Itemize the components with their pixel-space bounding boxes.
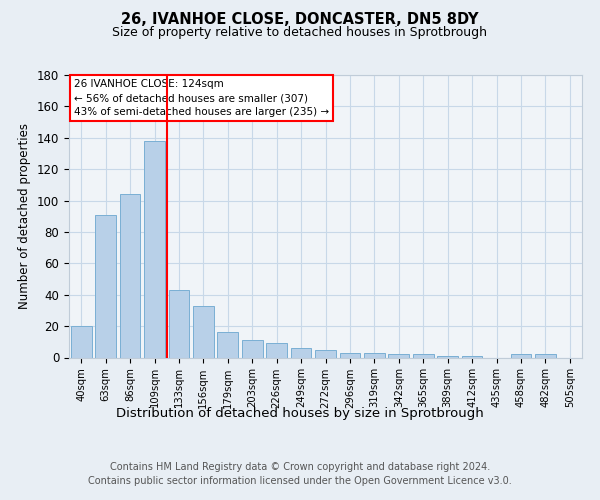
Bar (242, 340, 263, 357)
Text: 26, IVANHOE CLOSE, DONCASTER, DN5 8DY: 26, IVANHOE CLOSE, DONCASTER, DN5 8DY (121, 12, 479, 28)
Bar (340, 353, 361, 358)
Bar (535, 354, 556, 358)
Text: Contains HM Land Registry data © Crown copyright and database right 2024.: Contains HM Land Registry data © Crown c… (110, 462, 490, 472)
Bar (217, 332, 238, 357)
Text: 26 IVANHOE CLOSE: 124sqm
← 56% of detached houses are smaller (307)
43% of semi-: 26 IVANHOE CLOSE: 124sqm ← 56% of detach… (74, 79, 329, 117)
Bar (290, 348, 311, 358)
Bar (119, 194, 140, 358)
Bar (461, 356, 482, 358)
Bar (388, 354, 409, 358)
Bar (511, 354, 532, 358)
Bar (437, 356, 458, 358)
Bar (95, 214, 116, 358)
Bar (71, 326, 92, 358)
Text: Size of property relative to detached houses in Sprotbrough: Size of property relative to detached ho… (113, 26, 487, 39)
Bar (193, 306, 214, 358)
Text: Contains public sector information licensed under the Open Government Licence v3: Contains public sector information licen… (88, 476, 512, 486)
Bar (315, 350, 336, 358)
Bar (266, 344, 287, 357)
Bar (364, 353, 385, 358)
Y-axis label: Number of detached properties: Number of detached properties (19, 123, 31, 309)
Text: Distribution of detached houses by size in Sprotbrough: Distribution of detached houses by size … (116, 408, 484, 420)
Bar (169, 290, 190, 358)
Bar (413, 354, 434, 358)
Bar (144, 141, 165, 358)
